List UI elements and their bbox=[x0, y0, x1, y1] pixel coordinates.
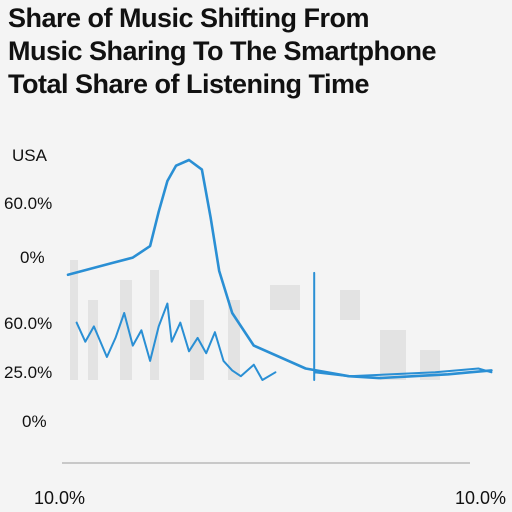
series-line-3 bbox=[313, 271, 493, 381]
x-label-left: 10.0% bbox=[34, 488, 86, 508]
background-bar-3 bbox=[150, 270, 159, 380]
y-label-60-bottom: 60.0% bbox=[4, 314, 53, 333]
series-line-2 bbox=[75, 302, 277, 381]
y-label-25: 25.0% bbox=[4, 363, 53, 382]
chart-title: Share of Music Shifting From Music Shari… bbox=[8, 2, 508, 101]
background-bar-2 bbox=[120, 280, 132, 380]
background-bar-7 bbox=[340, 290, 360, 320]
title-line-3: Total Share of Listening Time bbox=[8, 69, 370, 99]
background-bar-1 bbox=[88, 300, 98, 380]
y-label-60-top: 60.0% bbox=[4, 194, 53, 213]
background-bar-6 bbox=[270, 285, 300, 310]
title-line-2: Music Sharing To The Smartphone bbox=[8, 36, 437, 66]
y-label-0-bottom: 0% bbox=[22, 412, 47, 431]
background-bar-0 bbox=[70, 260, 78, 380]
series-line-1 bbox=[66, 158, 493, 380]
title-line-1: Share of Music Shifting From bbox=[8, 3, 370, 33]
background-bar-8 bbox=[380, 330, 406, 380]
y-label-0-top: 0% bbox=[20, 248, 45, 267]
y-label-usa: USA bbox=[12, 146, 47, 165]
x-label-right: 10.0% bbox=[455, 488, 507, 508]
